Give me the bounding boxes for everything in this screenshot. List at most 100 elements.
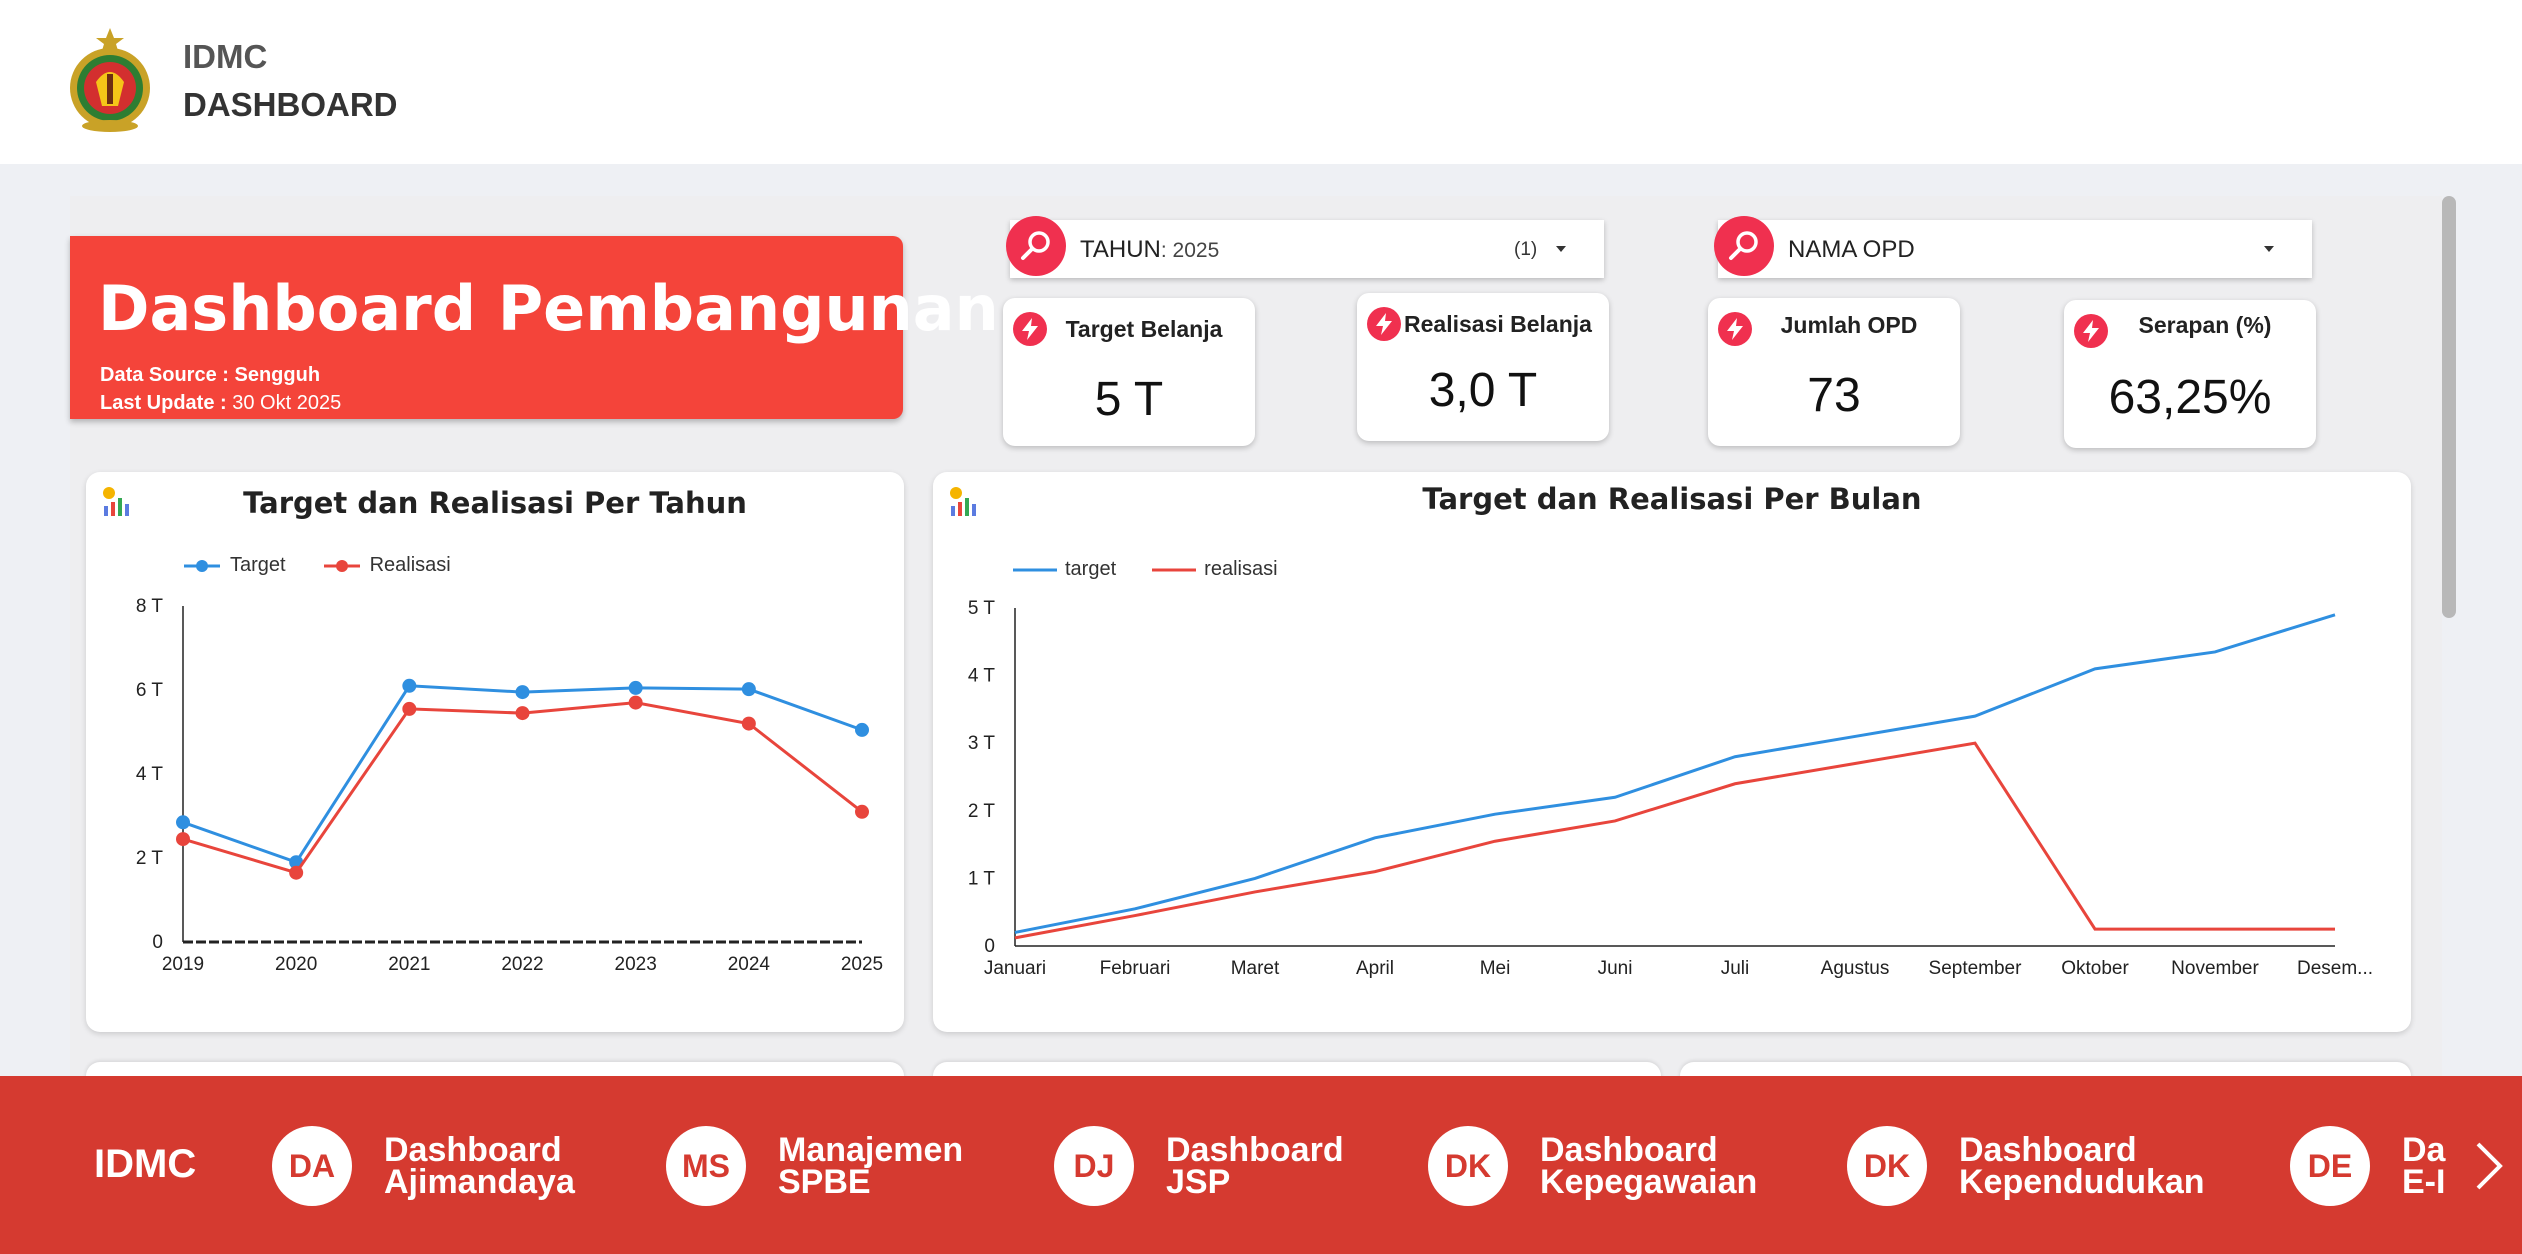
last-update-value: 30 Okt 2025 [232,392,342,414]
kpi-card-target-belanja: Target Belanja 5 T [1003,298,1255,446]
x-tick-label: 2025 [841,954,883,975]
y-tick-label: 0 [984,936,995,957]
data-point-realisasi[interactable] [515,706,530,721]
x-tick-label: Desem... [2297,958,2373,979]
legend-item-realisasi[interactable]: Realisasi [322,554,451,577]
footer-title: IDMC [94,1142,197,1186]
nav-label-line2: SPBE [778,1163,871,1201]
footer-nav-bar: IDMC DA Dashboard Ajimandaya MS Manajemen… [0,1076,2522,1254]
data-point-realisasi[interactable] [855,804,869,819]
x-tick-label: 2024 [728,954,771,975]
data-point-target[interactable] [176,815,190,830]
x-tick-label: 2022 [501,954,543,975]
nav-label: Dashboard JSP [1166,1133,1344,1199]
top-header: IDMC DASHBOARD [0,0,2522,164]
search-icon [1006,216,1066,276]
chart-legend: Target Realisasi [182,554,451,577]
search-icon [1714,216,1774,276]
nama-opd-label: NAMA OPD [1788,236,1915,263]
lightning-icon [1013,312,1047,346]
nav-badge: MS [666,1126,746,1206]
nav-label-line2: Kepegawaian [1540,1163,1758,1201]
tahun-filter[interactable]: TAHUN: 2025 (1) [1006,216,1604,278]
data-point-realisasi[interactable] [628,695,643,710]
kpi-value: 5 T [1094,373,1164,426]
nav-badge: DJ [1054,1126,1134,1206]
brand-title-line2: DASHBOARD [183,86,398,123]
kpi-value: 63,25% [2108,371,2272,424]
x-tick-label: 2019 [162,954,204,975]
series-line-realisasi [182,701,863,875]
kpi-title: Target Belanja [1065,316,1223,342]
series-line-target [1014,613,2336,934]
chevron-down-icon[interactable] [1556,246,1566,252]
y-tick-label: 4 T [968,666,996,687]
x-tick-label: Mei [1480,958,1511,979]
dashboard-title-banner: Dashboard Pembangunan Data Source : Seng… [70,236,999,419]
data-point-realisasi[interactable] [402,701,417,716]
chart-icon [950,487,976,516]
chart-panel-per-tahun: Target dan Realisasi Per Tahun Target Re… [86,472,904,1032]
last-update-label: Last Update : [100,392,227,414]
nav-label-line2: Ajimandaya [384,1163,575,1201]
y-tick-label: 3 T [968,733,996,754]
data-point-realisasi[interactable] [289,865,304,880]
kpi-value: 73 [1807,369,1861,422]
kpi-card-jumlah-opd: Jumlah OPD 73 [1708,298,1960,446]
nav-badge: DK [1428,1126,1508,1206]
x-tick-label: Juli [1721,958,1750,979]
nav-label-line1: Dashboard [384,1131,562,1169]
data-point-realisasi[interactable] [176,832,190,847]
data-point-target[interactable] [628,680,643,695]
x-tick-label: November [2171,958,2259,979]
tahun-selected-count: (1) [1514,239,1538,260]
nav-label-line1: Da [2402,1131,2446,1169]
chevron-down-icon[interactable] [2264,246,2274,252]
x-tick-label: April [1356,958,1394,979]
nama-opd-filter[interactable]: NAMA OPD [1714,216,2312,278]
legend-item-target[interactable]: target [1013,558,1116,581]
kpi-title: Serapan (%) [2138,312,2272,338]
legend-item-target[interactable]: Target [182,554,286,577]
data-point-target[interactable] [402,678,417,693]
x-tick-label: September [1929,958,2023,979]
chart-title: Target dan Realisasi Per Bulan [1422,482,1922,516]
kpi-card-serapan: Serapan (%) 63,25% [2064,300,2316,448]
brand-title-line1: IDMC [183,38,268,75]
tahun-selected-value: : 2025 [1160,239,1220,262]
last-update-line: Last Update : 30 Okt 2025 [100,392,341,415]
data-point-target[interactable] [855,722,869,737]
chart-icon [103,487,129,516]
chart-legend: target realisasi [1013,558,1278,581]
nav-label-line1: Manajemen [778,1131,964,1169]
x-tick-label: Juni [1598,958,1633,979]
data-point-realisasi[interactable] [741,716,756,731]
nav-label: Dashboard Kepegawaian [1540,1133,1758,1201]
nav-badge: DE [2290,1126,2370,1206]
data-point-target[interactable] [515,685,530,700]
x-tick-label: 2021 [388,954,430,975]
x-tick-label: Maret [1231,958,1280,979]
y-tick-label: 2 T [968,801,996,822]
kpi-value: 3,0 T [1428,364,1538,417]
government-emblem-logo [70,28,150,132]
legend-label: target [1065,558,1117,580]
kpi-title: Jumlah OPD [1780,312,1918,338]
nav-label: Dashboard Ajimandaya [384,1131,575,1201]
y-tick-label: 6 T [136,680,164,701]
legend-item-realisasi[interactable]: realisasi [1152,558,1278,581]
chevron-right-icon[interactable] [2474,1140,2504,1192]
x-tick-label: Januari [984,958,1046,979]
nav-label-line2: Kependudukan [1959,1163,2205,1201]
series-line-realisasi [1014,741,2335,940]
nav-badge: DA [272,1126,352,1206]
x-tick-label: 2020 [275,954,317,975]
lightning-icon [2074,314,2108,348]
x-tick-label: Agustus [1821,958,1890,979]
vertical-scrollbar-thumb[interactable] [2442,196,2456,618]
y-tick-label: 8 T [136,596,164,617]
chart-title: Target dan Realisasi Per Tahun [243,486,747,520]
legend-label: realisasi [1204,558,1278,580]
legend-label: Target [230,554,286,576]
data-point-target[interactable] [741,682,756,697]
